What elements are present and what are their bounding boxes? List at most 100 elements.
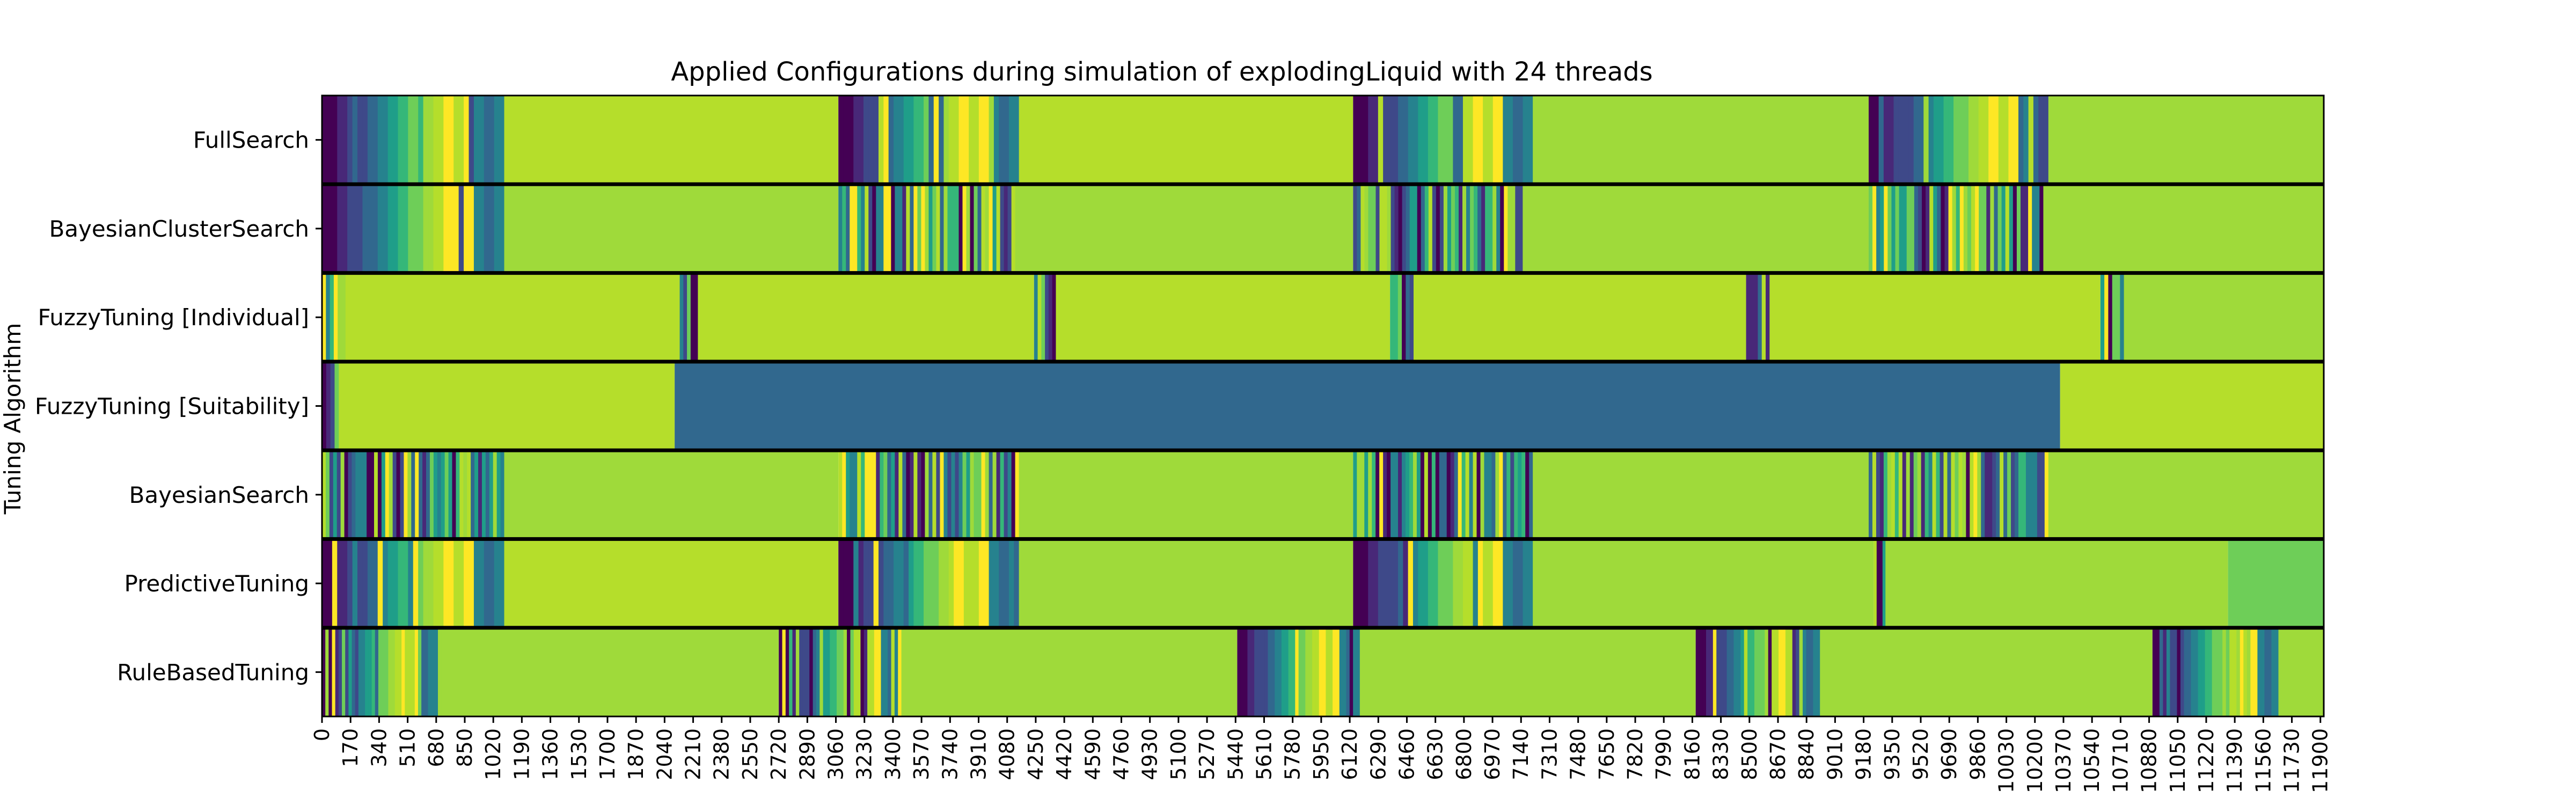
heatmap-cell <box>943 450 948 539</box>
x-tick-label: 5440 <box>1224 728 1247 780</box>
x-tick-label: 6800 <box>1452 728 1476 780</box>
heatmap-cell <box>413 184 419 273</box>
y-tick-label: FullSearch <box>193 127 309 153</box>
x-tick-label: 8840 <box>1795 728 1818 780</box>
heatmap-cell <box>857 184 861 273</box>
heatmap-cell <box>933 96 939 185</box>
heatmap-cell <box>846 184 850 273</box>
heatmap-cell <box>1462 539 1468 628</box>
heatmap-cell <box>387 96 393 185</box>
heatmap-cell <box>1959 184 1964 273</box>
heatmap-cell <box>337 539 343 628</box>
heatmap-cell <box>1978 96 1984 185</box>
heatmap-cell <box>779 627 783 716</box>
x-tick-label: 7820 <box>1623 728 1647 780</box>
heatmap-cell <box>398 539 404 628</box>
heatmap-cell <box>348 450 353 539</box>
heatmap-cell <box>1766 273 1770 362</box>
heatmap-cell <box>2015 450 2019 539</box>
heatmap-cell <box>374 450 378 539</box>
heatmap-cell <box>1008 539 1014 628</box>
heatmap-cell <box>458 539 464 628</box>
heatmap-cell <box>880 450 884 539</box>
heatmap-cell <box>1967 184 1972 273</box>
heatmap-cell <box>367 96 373 185</box>
heatmap-cell <box>1343 627 1347 716</box>
heatmap-cell <box>865 450 869 539</box>
heatmap-cell <box>1378 539 1384 628</box>
heatmap-cell <box>322 361 327 451</box>
heatmap-cell <box>1405 450 1410 539</box>
heatmap-cell <box>863 539 869 628</box>
heatmap-cell <box>981 184 986 273</box>
heatmap-cell <box>789 627 793 716</box>
heatmap-cell <box>448 450 453 539</box>
heatmap-cell <box>939 96 945 185</box>
heatmap-cell <box>861 450 865 539</box>
heatmap-cell <box>940 184 945 273</box>
x-tick-label: 8670 <box>1766 728 1790 780</box>
heatmap-cell <box>1011 184 1016 273</box>
heatmap-cell <box>1368 450 1372 539</box>
heatmap-cell <box>1796 627 1800 716</box>
x-tick-label: 2380 <box>710 728 734 780</box>
heatmap-cell <box>925 184 930 273</box>
heatmap-cell <box>1431 450 1436 539</box>
heatmap-cell <box>357 539 363 628</box>
heatmap-cell <box>1917 450 1922 539</box>
heatmap-cell <box>1483 96 1489 185</box>
heatmap-cell <box>1359 627 1696 716</box>
heatmap-cell <box>2260 627 2265 716</box>
heatmap-cell <box>347 184 353 273</box>
heatmap-cell <box>909 539 914 628</box>
x-tick-label: 10540 <box>2080 728 2104 793</box>
heatmap-cell <box>2278 627 2324 716</box>
heatmap-cell <box>1428 96 1433 185</box>
heatmap-cell <box>1373 96 1379 185</box>
y-tick-label: FuzzyTuning [Individual] <box>38 304 309 331</box>
heatmap-cell <box>330 273 334 362</box>
heatmap-cell <box>1879 539 1883 628</box>
heatmap-cell <box>679 273 684 362</box>
heatmap-cell <box>489 450 494 539</box>
heatmap-cell <box>1364 450 1368 539</box>
heatmap-cell <box>2020 184 2025 273</box>
heatmap-cell <box>327 96 333 185</box>
heatmap-cell <box>345 627 349 716</box>
heatmap-cell <box>928 96 934 185</box>
heatmap-cell <box>1254 627 1258 716</box>
heatmap-cell <box>1462 96 1468 185</box>
x-tick-label: 6120 <box>1338 728 1362 780</box>
heatmap-cell <box>1483 539 1489 628</box>
heatmap-cell <box>428 539 434 628</box>
heatmap-cell <box>1879 450 1884 539</box>
x-tick-label: 2210 <box>682 728 705 780</box>
heatmap-cell <box>433 539 439 628</box>
heatmap-cell <box>883 184 888 273</box>
heatmap-cell <box>459 450 464 539</box>
heatmap-cell <box>1982 184 1987 273</box>
heatmap-cell <box>1435 450 1440 539</box>
heatmap-cell <box>441 450 445 539</box>
heatmap-cell <box>1372 184 1377 273</box>
heatmap-cell <box>453 539 459 628</box>
heatmap-cell <box>1476 450 1481 539</box>
heatmap-cell <box>1417 184 1422 273</box>
heatmap-cell <box>948 96 954 185</box>
heatmap-cell <box>848 96 854 185</box>
heatmap-cell <box>1433 539 1439 628</box>
heatmap-cell <box>385 627 389 716</box>
heatmap-cell <box>2100 273 2105 362</box>
heatmap-cell <box>1428 539 1433 628</box>
heatmap-cell <box>1702 627 1707 716</box>
heatmap-cell <box>2156 627 2160 716</box>
heatmap-cell <box>342 627 346 716</box>
heatmap-cell <box>1247 627 1252 716</box>
heatmap-cell <box>868 96 874 185</box>
heatmap-cell <box>891 627 895 716</box>
heatmap-cell <box>1895 184 1900 273</box>
heatmap-cell <box>1281 627 1285 716</box>
heatmap-cell <box>1761 627 1765 716</box>
x-tick-label: 9010 <box>1823 728 1847 780</box>
heatmap-cell <box>1923 96 1929 185</box>
